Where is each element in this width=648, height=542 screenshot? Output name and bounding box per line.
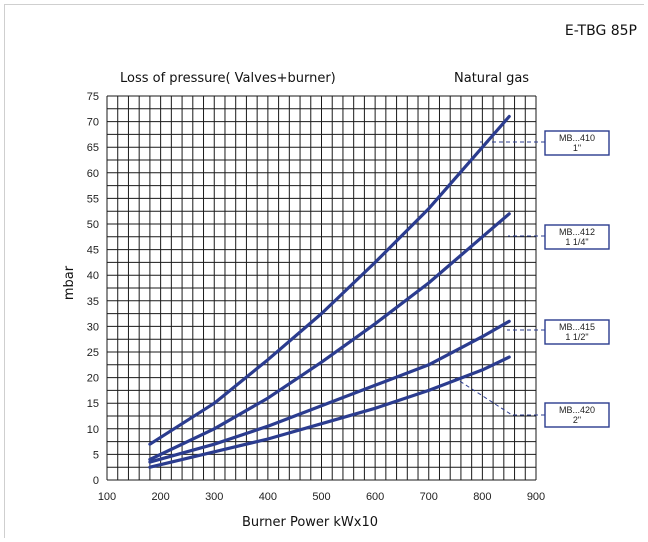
series-label: MB...410: [559, 133, 595, 143]
chart-title: Loss of pressure( Valves+burner): [120, 71, 336, 86]
series-label-box: [544, 130, 610, 156]
x-tick-label: 300: [205, 491, 223, 503]
series-label-size: 2": [573, 415, 581, 425]
series-line: [148, 212, 511, 462]
series-label: MB...420: [559, 405, 595, 415]
tick-labels: 100 200 300 400 500 600 700 800 900 0 5 10 15 20 25 30 3…: [87, 91, 545, 503]
leader-line: [454, 377, 545, 416]
x-tick-label: 200: [151, 491, 169, 503]
chart-frame: [4, 4, 644, 538]
chart-subtitle: Natural gas: [454, 71, 529, 86]
series-label-size: 1 1/4": [565, 237, 588, 247]
y-axis-label: mbar: [62, 265, 77, 300]
grid: [106, 95, 537, 481]
y-tick-label: 75: [87, 91, 99, 103]
series-label-size: 1 1/2": [565, 332, 588, 342]
y-tick-label: 25: [87, 347, 99, 359]
y-tick-label: 30: [87, 321, 99, 333]
series-label-box: [544, 319, 610, 345]
x-tick-label: 100: [98, 491, 116, 503]
x-tick-label: 600: [366, 491, 384, 503]
x-tick-label: 900: [527, 491, 545, 503]
y-tick-label: 40: [87, 270, 99, 282]
series-lines: [148, 114, 511, 469]
y-tick-label: 70: [87, 117, 99, 129]
series-label-box: [544, 402, 610, 428]
y-tick-label: 35: [87, 296, 99, 308]
y-tick-label: 5: [93, 449, 99, 461]
x-tick-label: 400: [259, 491, 277, 503]
x-tick-label: 500: [312, 491, 330, 503]
x-tick-label: 700: [420, 491, 438, 503]
leader-lines: [454, 141, 545, 416]
y-tick-label: 55: [87, 193, 99, 205]
y-tick-label: 45: [87, 245, 99, 257]
x-axis-label: Burner Power kWx10: [242, 515, 378, 530]
series-label: MB...415: [559, 322, 595, 332]
y-tick-label: 15: [87, 398, 99, 410]
y-tick-label: 50: [87, 219, 99, 231]
model-label: E-TBG 85P: [565, 23, 637, 39]
series-line: [148, 319, 511, 464]
y-tick-label: 20: [87, 373, 99, 385]
series-label: MB...412: [559, 227, 595, 237]
series-line: [148, 355, 511, 469]
series-label-size: 1": [573, 143, 581, 153]
series-label-box: [544, 224, 610, 250]
y-tick-label: 0: [93, 475, 99, 487]
series-line: [148, 114, 511, 446]
x-tick-label: 800: [473, 491, 491, 503]
y-tick-label: 10: [87, 424, 99, 436]
y-tick-label: 60: [87, 168, 99, 180]
y-tick-label: 65: [87, 142, 99, 154]
